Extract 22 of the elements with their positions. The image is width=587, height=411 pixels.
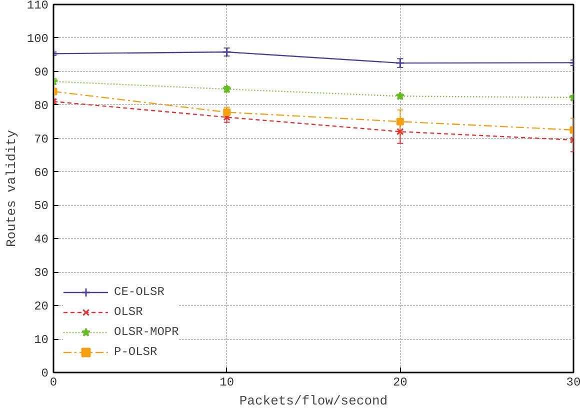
x-tick-label: 10 [220, 376, 234, 390]
y-tick-label: 110 [26, 0, 49, 12]
y-tick-label: 50 [34, 199, 49, 214]
x-tick-label: 20 [392, 376, 408, 390]
legend-label: OLSR [114, 305, 143, 319]
x-axis-title: Packets/flow/second [239, 394, 388, 408]
y-tick-label: 20 [34, 300, 49, 314]
y-tick-label: 70 [34, 132, 49, 146]
y-tick-label: 0 [41, 366, 48, 380]
y-tick-label: 40 [34, 232, 49, 247]
x-tick-label: 30 [566, 376, 581, 390]
legend-label: P-OLSR [114, 345, 158, 359]
y-tick-label: 90 [34, 65, 49, 80]
y-tick-label: 100 [26, 32, 49, 46]
legend-label: CE-OLSR [114, 285, 164, 299]
y-tick-label: 60 [34, 166, 49, 180]
y-tick-label: 30 [34, 266, 49, 280]
y-tick-label: 10 [34, 333, 49, 348]
x-tick-label: 0 [50, 376, 58, 390]
y-tick-label: 80 [34, 98, 49, 113]
y-axis-title: Routes validity [4, 130, 19, 248]
legend-label: OLSR-MOPR [114, 325, 179, 339]
